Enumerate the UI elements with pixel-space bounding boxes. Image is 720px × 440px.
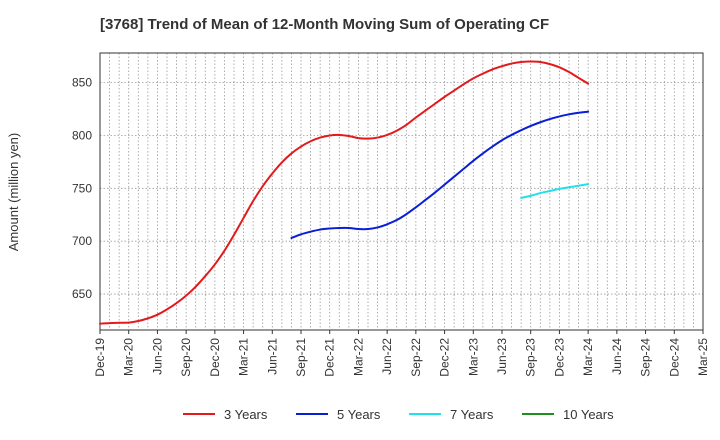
- x-tick-label: Dec-22: [438, 338, 452, 377]
- legend: 3 Years 5 Years 7 Years 10 Years: [183, 407, 614, 422]
- legend-label-3-years: 3 Years: [224, 407, 268, 422]
- x-tick-label: Dec-24: [667, 338, 681, 377]
- legend-label-10-years: 10 Years: [563, 407, 614, 422]
- y-tick-label: 850: [72, 76, 92, 90]
- x-tick-label: Mar-23: [466, 338, 480, 376]
- series-lines: [99, 60, 590, 325]
- x-tick-label: Sep-24: [639, 338, 653, 377]
- x-tick-label: Jun-20: [150, 338, 164, 375]
- plot-area: [99, 52, 704, 331]
- x-axis-ticks: Dec-19 Mar-20 Jun-20 Sep-20 Dec-20 Mar-21 Jun-…: [93, 330, 710, 377]
- x-tick-label: Jun-23: [495, 338, 509, 375]
- chart-title: [3768] Trend of Mean of 12-Month Moving …: [100, 16, 549, 33]
- y-tick-label: 800: [72, 128, 92, 142]
- y-tick-label: 750: [72, 181, 92, 195]
- series-line-3-years: [99, 60, 590, 325]
- x-tick-label: Dec-23: [552, 338, 566, 377]
- grid: [100, 53, 703, 330]
- x-tick-label: Dec-21: [323, 338, 337, 377]
- series-line-5-years: [290, 110, 590, 240]
- x-tick-label: Sep-21: [294, 338, 308, 377]
- x-tick-label: Jun-21: [265, 338, 279, 375]
- x-tick-label: Jun-24: [610, 338, 624, 375]
- legend-label-5-years: 5 Years: [337, 407, 381, 422]
- x-tick-label: Mar-21: [237, 338, 251, 376]
- y-tick-label: 650: [72, 287, 92, 301]
- x-tick-label: Jun-22: [380, 338, 394, 375]
- x-tick-label: Mar-20: [122, 338, 136, 376]
- x-tick-label: Mar-24: [581, 338, 595, 376]
- y-axis-label: Amount (million yen): [6, 133, 21, 252]
- x-tick-label: Sep-20: [179, 338, 193, 377]
- legend-label-7-years: 7 Years: [450, 407, 494, 422]
- x-tick-label: Dec-20: [208, 338, 222, 377]
- x-tick-label: Dec-19: [93, 338, 107, 377]
- y-axis-ticks: 650 700 750 800 850: [72, 76, 92, 301]
- x-tick-label: Sep-22: [409, 338, 423, 377]
- y-tick-label: 700: [72, 234, 92, 248]
- x-tick-label: Mar-22: [351, 338, 365, 376]
- x-tick-label: Sep-23: [524, 338, 538, 377]
- x-tick-label: Mar-25: [696, 338, 710, 376]
- series-line-7-years: [520, 183, 590, 199]
